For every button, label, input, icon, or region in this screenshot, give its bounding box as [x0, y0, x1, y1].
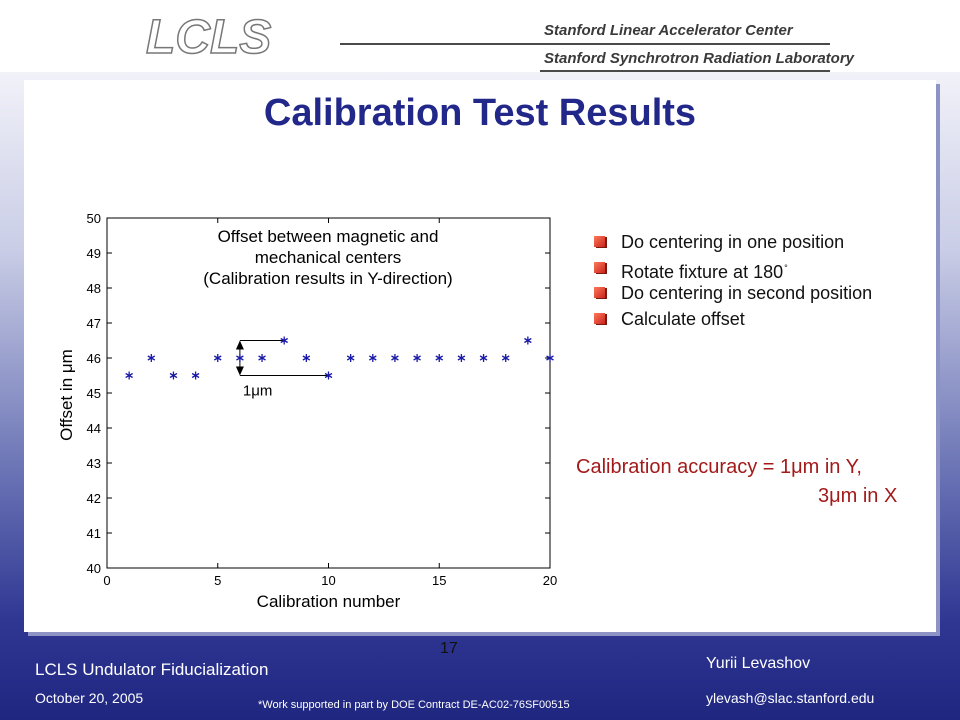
header-bar: LCLS Stanford Linear Accelerator Center …: [0, 0, 960, 72]
data-point: [346, 354, 355, 362]
data-point-stroke: [479, 355, 488, 361]
data-point: [435, 354, 444, 362]
page-number: 17: [440, 640, 458, 657]
data-point: [457, 354, 466, 362]
bullet-marker: [594, 287, 605, 298]
bullet-item: Rotate fixture at 180°: [594, 258, 872, 284]
bullet-text: Calculate offset: [621, 308, 745, 329]
y-tick-label: 45: [87, 386, 101, 401]
data-point: [258, 354, 266, 362]
data-point: [524, 336, 532, 345]
data-point: [169, 371, 178, 380]
data-point-stroke: [213, 355, 222, 361]
footer-author: Yurii Levashov: [706, 655, 811, 672]
data-point: [546, 354, 554, 362]
y-tick-label: 44: [87, 421, 101, 436]
data-point: [125, 371, 133, 380]
y-tick-label: 42: [87, 491, 101, 506]
data-point-stroke: [169, 372, 178, 379]
bullet-list: Do centering in one position Rotate fixt…: [594, 232, 872, 334]
chart-title-line: (Calibration results in Y-direction): [203, 269, 452, 288]
data-point: [391, 354, 399, 362]
data-point: [368, 354, 377, 362]
data-point-stroke: [435, 355, 444, 361]
lcls-logo: LCLS: [120, 6, 280, 71]
data-point: [501, 354, 510, 362]
data-point-stroke: [280, 337, 289, 344]
data-point-stroke: [346, 355, 355, 361]
header-lab-line2: Stanford Synchrotron Radiation Laborator…: [544, 50, 855, 67]
y-tick-label: 40: [87, 561, 101, 576]
bullet-text: Rotate fixture at 180: [621, 261, 784, 282]
y-tick-label: 43: [87, 456, 101, 471]
y-tick-label: 41: [87, 526, 101, 541]
y-tick-label: 50: [87, 211, 101, 226]
footer-note: *Work supported in part by DOE Contract …: [258, 699, 570, 711]
bullet-item: Do centering in second position: [594, 283, 872, 309]
y-tick-label: 49: [87, 246, 101, 261]
logo-text: LCLS: [146, 11, 271, 64]
header-lab-line1: Stanford Linear Accelerator Center: [544, 22, 793, 39]
data-point-stroke: [258, 355, 266, 361]
data-point-stroke: [125, 372, 133, 379]
bullet-marker: [594, 312, 605, 324]
accuracy-line-2: 3μm in X: [818, 485, 898, 507]
x-axis-label: Calibration number: [257, 592, 401, 611]
footer-email: ylevash@slac.stanford.edu: [706, 690, 875, 706]
data-point-stroke: [391, 355, 399, 361]
x-tick-label: 10: [321, 573, 335, 588]
accuracy-line-1: Calibration accuracy = 1μm in Y,: [576, 456, 862, 478]
chart-title-line: Offset between magnetic and: [218, 227, 439, 246]
slide-panel: [24, 80, 936, 632]
data-point: [147, 354, 156, 362]
slide-title: Calibration Test Results: [263, 92, 697, 134]
header-divider-2: [540, 70, 830, 72]
x-tick-label: 20: [543, 573, 557, 588]
x-tick-label: 0: [103, 573, 110, 588]
data-point: [213, 354, 222, 362]
data-point-stroke: [501, 355, 510, 361]
bullet-text: Do centering in second position: [621, 283, 873, 303]
x-tick-label: 15: [432, 573, 446, 588]
annotation-arrow-up: [235, 340, 244, 350]
x-tick-label: 5: [214, 573, 221, 588]
y-axis-label: Offset in μm: [57, 349, 76, 441]
data-point: [236, 354, 244, 362]
header-divider-1: [340, 43, 830, 45]
bullet-item: Do centering in one position: [594, 232, 872, 258]
data-point-stroke: [236, 355, 244, 361]
data-point: [324, 371, 333, 380]
bullet-marker: [594, 261, 605, 273]
annotation-arrow-down: [235, 366, 244, 376]
bullet-item: Calculate offset: [594, 309, 872, 335]
footer-date: October 20, 2005: [35, 690, 144, 706]
data-point-stroke: [302, 355, 311, 361]
data-point: [302, 354, 311, 362]
data-point: [280, 336, 289, 345]
data-point-stroke: [413, 355, 421, 361]
data-point: [479, 354, 488, 362]
data-point-stroke: [457, 355, 466, 361]
lcls-logo-graphic: LCLS: [132, 10, 272, 65]
data-point-stroke: [524, 337, 532, 344]
y-tick-label: 46: [87, 351, 101, 366]
bullet-text: Do centering in one position: [621, 232, 845, 252]
data-point-stroke: [368, 355, 377, 361]
data-point-stroke: [546, 355, 554, 361]
annotation-label: 1μm: [243, 383, 272, 400]
degree-superscript: °: [784, 262, 788, 273]
bullet-marker: [594, 236, 605, 247]
data-point-stroke: [147, 355, 156, 361]
data-point-stroke: [324, 372, 333, 379]
y-tick-label: 47: [87, 316, 101, 331]
data-point: [191, 371, 200, 380]
data-point-stroke: [191, 372, 200, 379]
chart-title-line: mechanical centers: [255, 248, 401, 267]
y-tick-label: 48: [87, 281, 101, 296]
footer-title: LCLS Undulator Fiducialization: [35, 660, 269, 679]
data-point: [413, 354, 421, 362]
